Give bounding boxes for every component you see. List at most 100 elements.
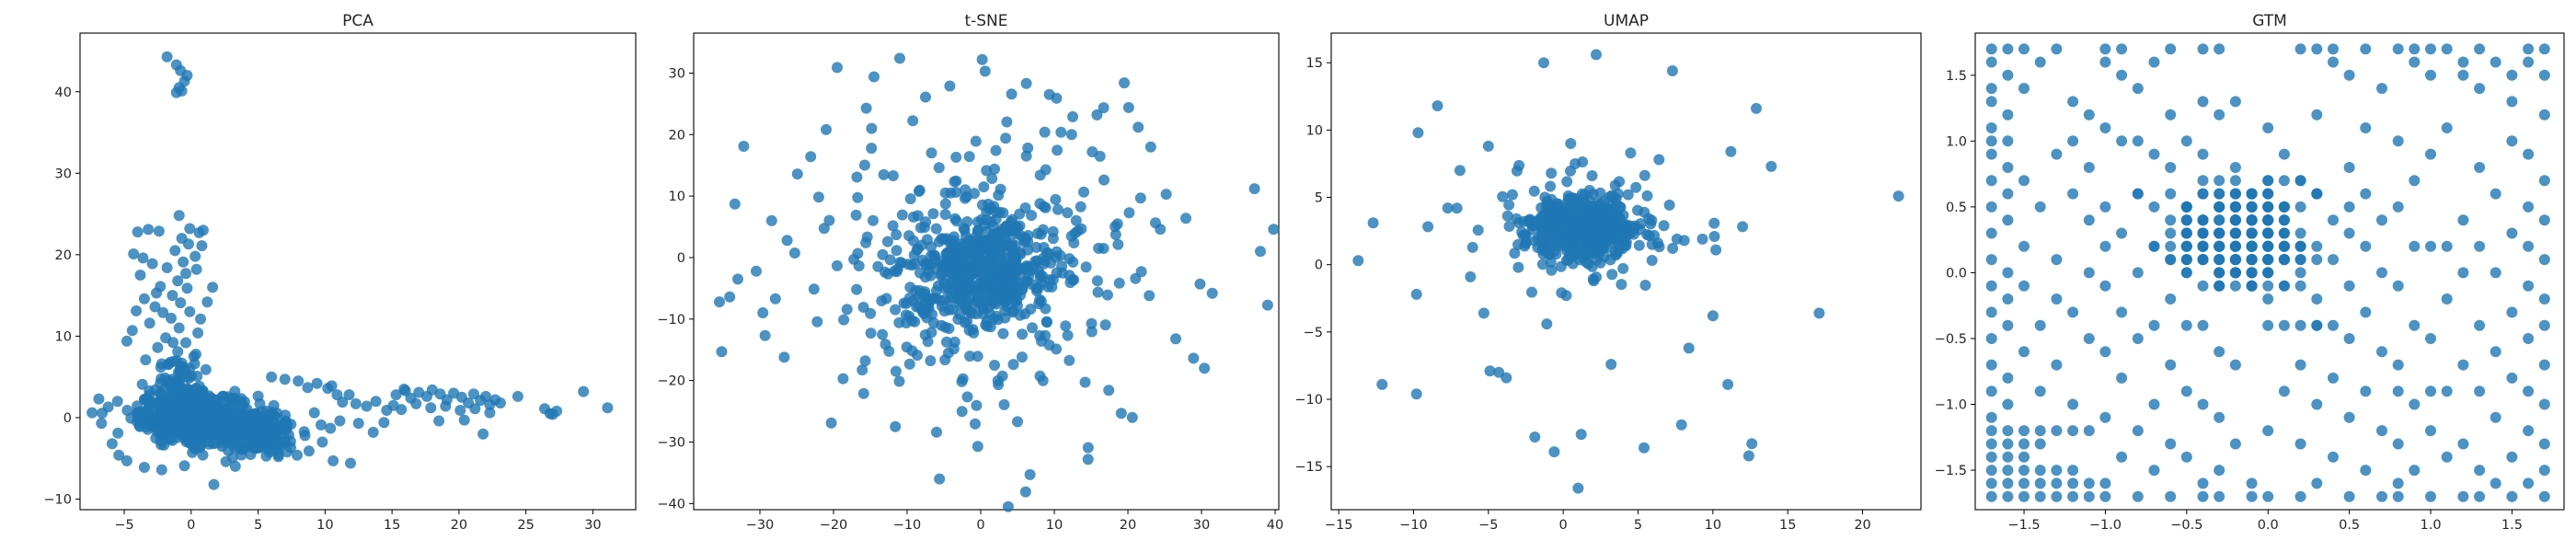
tsne-point bbox=[945, 187, 957, 199]
gtm-point bbox=[2002, 372, 2014, 384]
tsne-points bbox=[714, 52, 1280, 512]
umap-point bbox=[1546, 264, 1558, 276]
tsne-point bbox=[996, 370, 1008, 382]
gtm-point bbox=[2214, 240, 2225, 252]
gtm-point bbox=[2360, 188, 2372, 200]
gtm-point bbox=[2180, 319, 2192, 331]
gtm-point bbox=[2018, 43, 2030, 55]
gtm-point bbox=[2392, 280, 2404, 292]
pca-point bbox=[578, 385, 590, 397]
gtm-point bbox=[2246, 280, 2258, 292]
pca-point bbox=[155, 464, 167, 476]
gtm-point bbox=[2018, 346, 2030, 358]
gtm-point bbox=[2457, 69, 2469, 81]
gtm-point bbox=[2506, 372, 2518, 384]
tsne-point bbox=[903, 230, 914, 242]
gtm-point bbox=[1985, 56, 1997, 68]
umap-points bbox=[1352, 49, 1904, 494]
umap-point bbox=[1708, 217, 1720, 229]
tsne-point bbox=[1066, 273, 1078, 285]
tsne-point bbox=[1261, 299, 1273, 311]
umap-point bbox=[1598, 240, 1610, 252]
gtm-point bbox=[2360, 43, 2372, 55]
tsne-point bbox=[1041, 247, 1053, 259]
pca-points bbox=[86, 51, 614, 490]
gtm-point bbox=[2067, 188, 2079, 200]
pca-y-tick-label: −10 bbox=[43, 492, 72, 507]
gtm-point bbox=[2538, 319, 2550, 331]
gtm-point bbox=[2328, 56, 2339, 68]
pca-point bbox=[176, 85, 188, 97]
gtm-point bbox=[2425, 69, 2436, 81]
umap-point bbox=[1410, 388, 1422, 400]
gtm-point bbox=[2328, 372, 2339, 384]
tsne-point bbox=[1056, 260, 1068, 272]
tsne-point bbox=[926, 308, 937, 320]
tsne-point bbox=[890, 365, 902, 377]
umap-y-tick-label: 15 bbox=[1306, 56, 1323, 71]
gtm-point bbox=[2457, 490, 2469, 502]
pca-point bbox=[398, 384, 410, 395]
gtm-point bbox=[2523, 477, 2535, 489]
gtm-point bbox=[2018, 438, 2030, 450]
gtm-point bbox=[2262, 188, 2274, 200]
tsne-point bbox=[898, 297, 910, 309]
gtm-point bbox=[2392, 359, 2404, 371]
gtm-point bbox=[2376, 346, 2387, 358]
gtm-point bbox=[2246, 240, 2258, 252]
pca-x-tick-label: 15 bbox=[384, 518, 400, 533]
pca-point bbox=[178, 256, 190, 268]
umap-point bbox=[1742, 450, 1754, 462]
umap-point bbox=[1582, 258, 1594, 270]
gtm-point bbox=[2246, 267, 2258, 279]
pca-point bbox=[240, 410, 252, 422]
gtm-point bbox=[2067, 477, 2079, 489]
gtm-point bbox=[2116, 372, 2128, 384]
tsne-point bbox=[1000, 132, 1012, 144]
tsne-point bbox=[1091, 275, 1103, 287]
umap-point bbox=[1546, 167, 1558, 179]
tsne-point bbox=[984, 321, 996, 333]
gtm-point bbox=[2392, 490, 2404, 502]
pca-point bbox=[425, 402, 437, 414]
gtm-point bbox=[2197, 254, 2209, 266]
umap-point bbox=[1616, 227, 1627, 239]
gtm-point bbox=[2311, 477, 2323, 489]
umap-point bbox=[1501, 210, 1513, 222]
gtm-point bbox=[2116, 135, 2128, 147]
umap-point bbox=[1454, 165, 1466, 177]
gtm-point bbox=[2262, 425, 2274, 437]
tsne-point bbox=[1020, 77, 1032, 89]
pca-point bbox=[512, 390, 523, 402]
gtm-point bbox=[2409, 240, 2421, 252]
gtm-point bbox=[2262, 293, 2274, 305]
pca-point bbox=[378, 417, 390, 429]
gtm-point bbox=[2148, 201, 2160, 213]
umap-point bbox=[1646, 255, 1658, 266]
pca-x-tick-label: 30 bbox=[584, 518, 601, 533]
umap-point bbox=[1751, 102, 1762, 114]
gtm-point bbox=[2197, 319, 2209, 331]
pca-point bbox=[162, 374, 174, 386]
pca-point bbox=[155, 362, 167, 374]
pca-point bbox=[166, 312, 177, 324]
tsne-point bbox=[891, 229, 903, 241]
tsne-point bbox=[1047, 274, 1059, 286]
umap-x-tick-label: 10 bbox=[1705, 518, 1721, 533]
gtm-point bbox=[2294, 227, 2306, 239]
pca-title: PCA bbox=[342, 12, 374, 30]
pca-point bbox=[325, 422, 337, 434]
tsne-point bbox=[961, 391, 973, 403]
tsne-point bbox=[1268, 224, 1280, 236]
pca-point bbox=[161, 262, 173, 273]
tsne-x-tick-label: −20 bbox=[820, 518, 848, 533]
gtm-point bbox=[2294, 280, 2306, 292]
umap-point bbox=[1598, 251, 1610, 262]
gtm-point bbox=[2067, 425, 2079, 437]
gtm-point bbox=[2392, 201, 2404, 213]
pca-point bbox=[125, 412, 137, 424]
gtm-point bbox=[2214, 227, 2225, 239]
pca-point bbox=[302, 382, 314, 394]
gtm-point bbox=[2311, 398, 2323, 410]
gtm-point bbox=[2262, 280, 2274, 292]
